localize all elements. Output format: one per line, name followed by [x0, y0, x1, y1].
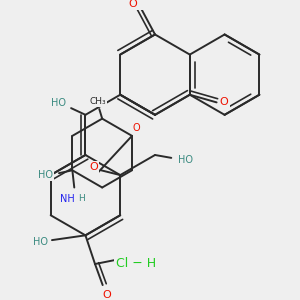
Text: CH₃: CH₃ — [89, 97, 106, 106]
Text: O: O — [220, 98, 229, 107]
Text: O: O — [129, 0, 137, 9]
Text: HO: HO — [178, 155, 193, 165]
Text: Cl − H: Cl − H — [116, 256, 156, 270]
Text: O: O — [133, 123, 141, 133]
Text: HO: HO — [51, 98, 66, 108]
Text: O: O — [102, 290, 111, 300]
Text: HO: HO — [38, 170, 53, 180]
Text: NH: NH — [60, 194, 75, 204]
Text: HO: HO — [33, 237, 48, 247]
Text: H: H — [79, 194, 85, 203]
Text: O: O — [89, 162, 98, 172]
